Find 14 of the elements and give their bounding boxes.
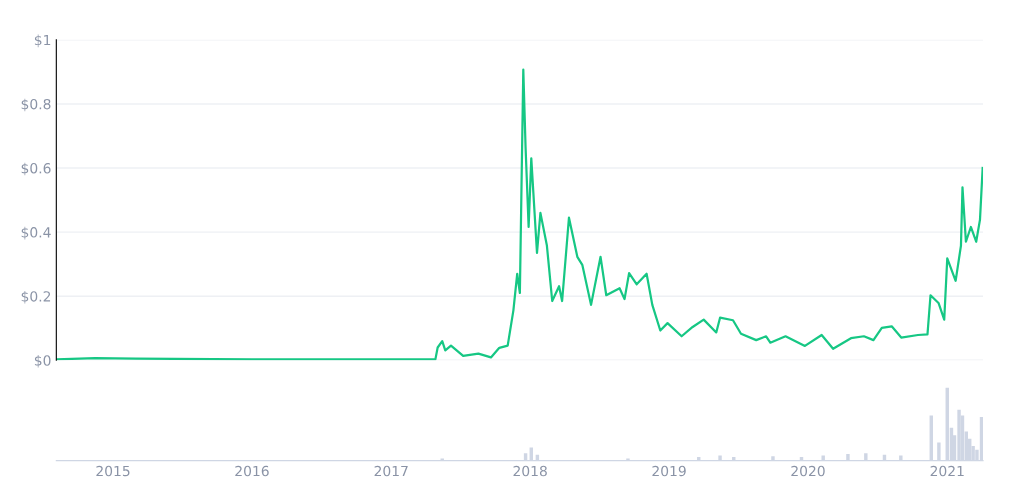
y-tick-label: $0 (34, 355, 51, 368)
x-tick-label: 2015 (96, 465, 130, 477)
y-tick-label: $0.6 (21, 162, 51, 176)
x-tick-label: 2020 (791, 465, 825, 477)
x-tick-label: 2017 (374, 465, 408, 477)
x-tick-label: 2016 (235, 465, 269, 477)
y-tick-label: $0.4 (21, 226, 51, 240)
x-tick-label: 2021 (930, 465, 964, 477)
x-tick-label: 2018 (513, 465, 547, 477)
x-tick-label: 2019 (652, 465, 686, 477)
line-series (56, 68, 984, 361)
y-tick-label: $0.8 (21, 98, 51, 112)
y-tick-label: $1 (34, 34, 51, 48)
y-tick-label: $0.2 (21, 290, 51, 304)
